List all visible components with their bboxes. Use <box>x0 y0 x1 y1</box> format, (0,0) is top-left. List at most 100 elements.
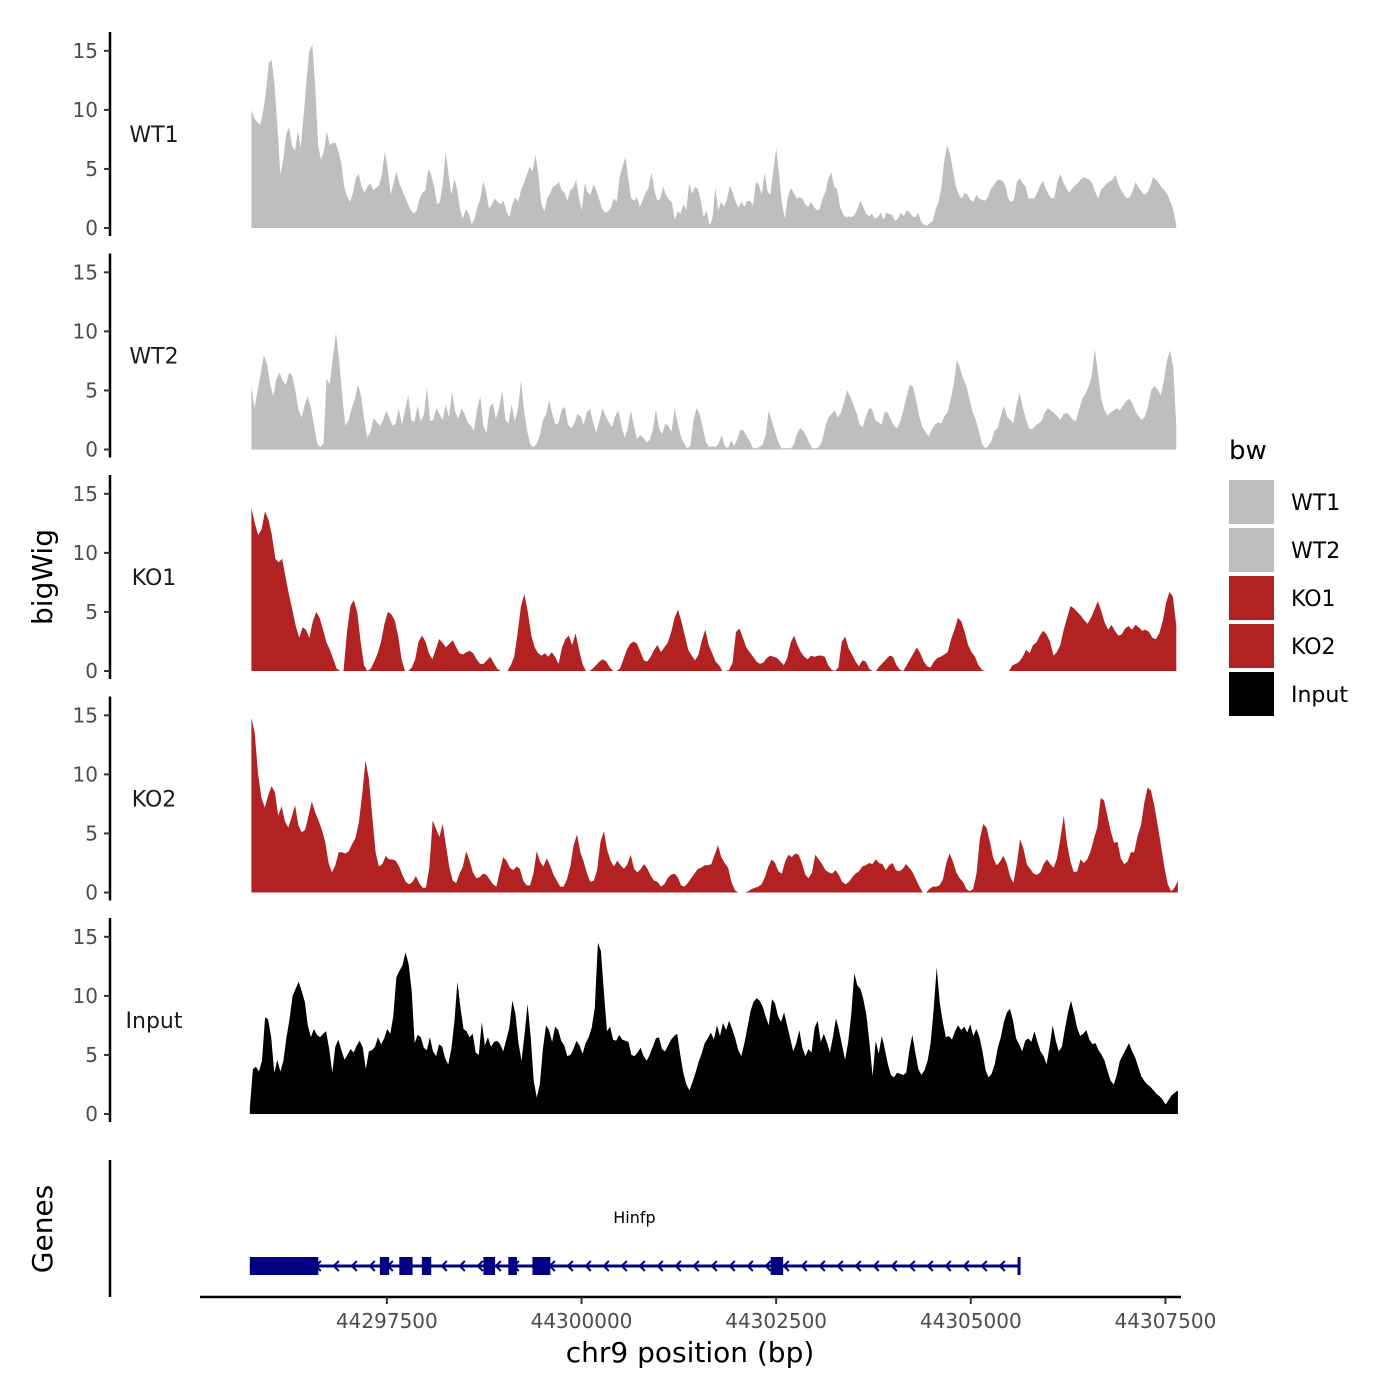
exon <box>770 1257 784 1275</box>
strand-arrow <box>458 1260 466 1272</box>
legend: bw WT1 WT2 KO1 KO2 Input <box>1229 436 1348 716</box>
strand-arrow <box>998 1260 1006 1272</box>
track-ko1: 0 5 10 15 KO1 <box>73 475 1177 683</box>
strand-arrow <box>674 1260 682 1272</box>
legend-swatch <box>1229 672 1274 716</box>
strand-arrow <box>566 1260 574 1272</box>
y-tick-label: 5 <box>85 600 98 624</box>
track-input: 0 5 10 15 Input <box>73 918 1178 1126</box>
legend-swatch <box>1229 528 1274 572</box>
legend-swatch <box>1229 576 1274 620</box>
strand-arrow <box>710 1260 718 1272</box>
exon <box>399 1257 413 1275</box>
strand-arrow <box>602 1260 610 1272</box>
exon <box>483 1257 496 1275</box>
y-tick-label: 10 <box>73 984 98 1008</box>
legend-swatch <box>1229 480 1274 524</box>
legend-title: bw <box>1229 436 1267 466</box>
strand-arrow <box>350 1260 358 1272</box>
y-tick-label: 0 <box>85 438 98 462</box>
x-tick-label: 44297500 <box>336 1309 438 1333</box>
x-tick-label: 44300000 <box>531 1309 633 1333</box>
x-tick-label: 44307500 <box>1115 1309 1217 1333</box>
legend-entry-label: KO1 <box>1291 587 1336 612</box>
strand-arrow <box>368 1260 376 1272</box>
strand-arrow <box>728 1260 736 1272</box>
track-label: WT2 <box>129 345 178 370</box>
strand-arrow <box>836 1260 844 1272</box>
exon <box>508 1257 517 1275</box>
x-axis: 44297500 44300000 44302500 44305000 44307500 <box>200 1295 1217 1333</box>
strand-arrow <box>764 1260 772 1272</box>
area-wt2 <box>251 332 1177 450</box>
area-ko2 <box>251 717 1178 893</box>
exon <box>421 1257 432 1275</box>
strand-arrow <box>890 1260 898 1272</box>
strand-arrow <box>440 1260 448 1272</box>
strand-arrow <box>332 1260 340 1272</box>
track-ko2: 0 5 10 15 KO2 <box>73 696 1178 905</box>
y-tick-label: 10 <box>73 98 98 122</box>
y-tick-label: 15 <box>73 925 98 949</box>
strand-arrow <box>620 1260 628 1272</box>
y-tick-label: 0 <box>85 881 98 905</box>
y-tick-label: 10 <box>73 541 98 565</box>
gene-name-label: Hinfp <box>613 1208 655 1227</box>
y-tick-label: 5 <box>85 821 98 845</box>
y-tick-label: 15 <box>73 260 98 284</box>
area-wt1 <box>251 44 1177 229</box>
strand-arrow <box>476 1260 484 1272</box>
track-label: KO2 <box>132 788 177 813</box>
track-label: Input <box>126 1009 183 1034</box>
track-wt1: 0 5 10 15 WT1 <box>73 32 1177 240</box>
y-tick-label: 15 <box>73 39 98 63</box>
y-tick-label: 0 <box>85 659 98 683</box>
y-tick-label: 15 <box>73 482 98 506</box>
y-tick-label: 5 <box>85 157 98 181</box>
strand-arrow <box>854 1260 862 1272</box>
y-tick-label: 0 <box>85 1102 98 1126</box>
y-tick-label: 10 <box>73 319 98 343</box>
track-label: KO1 <box>132 566 177 591</box>
legend-entry-label: KO2 <box>1291 635 1336 660</box>
strand-arrow <box>818 1260 826 1272</box>
x-tick-label: 44305000 <box>920 1309 1022 1333</box>
strand-arrow <box>782 1260 790 1272</box>
genes-axis-title: Genes <box>26 1185 59 1273</box>
legend-entry-label: WT1 <box>1291 491 1340 516</box>
track-label: WT1 <box>129 123 178 148</box>
strand-arrow <box>692 1260 700 1272</box>
exon <box>249 1257 319 1275</box>
y-tick-label: 15 <box>73 703 98 727</box>
strand-arrow <box>980 1260 988 1272</box>
y-axis-title: bigWig <box>26 529 59 625</box>
area-input <box>249 942 1178 1114</box>
track-wt2: 0 5 10 15 WT2 <box>73 253 1177 462</box>
strand-arrow <box>908 1260 916 1272</box>
strand-arrow <box>962 1260 970 1272</box>
area-ko1 <box>251 508 1177 671</box>
y-tick-label: 10 <box>73 762 98 786</box>
strand-arrow <box>944 1260 952 1272</box>
strand-arrow <box>584 1260 592 1272</box>
strand-arrow <box>800 1260 808 1272</box>
exon <box>532 1257 551 1275</box>
x-tick-label: 44302500 <box>725 1309 827 1333</box>
legend-swatch <box>1229 624 1274 668</box>
y-tick-label: 5 <box>85 378 98 402</box>
strand-arrow <box>638 1260 646 1272</box>
strand-arrow <box>656 1260 664 1272</box>
exon <box>379 1257 390 1275</box>
legend-entry-label: Input <box>1291 683 1348 708</box>
strand-arrow <box>494 1260 502 1272</box>
gene-track: Hinfp <box>108 1160 1021 1297</box>
y-tick-label: 0 <box>85 216 98 240</box>
y-tick-label: 5 <box>85 1043 98 1067</box>
strand-arrow <box>746 1260 754 1272</box>
strand-arrow <box>926 1260 934 1272</box>
strand-arrow <box>872 1260 880 1272</box>
legend-entry-label: WT2 <box>1291 539 1340 564</box>
x-axis-title: chr9 position (bp) <box>566 1336 815 1369</box>
track-panels: 0 5 10 15 WT1 0 5 10 15 WT2 0 5 10 15 KO1 0 5 10 15 KO2 0 5 10… <box>73 32 1178 1126</box>
